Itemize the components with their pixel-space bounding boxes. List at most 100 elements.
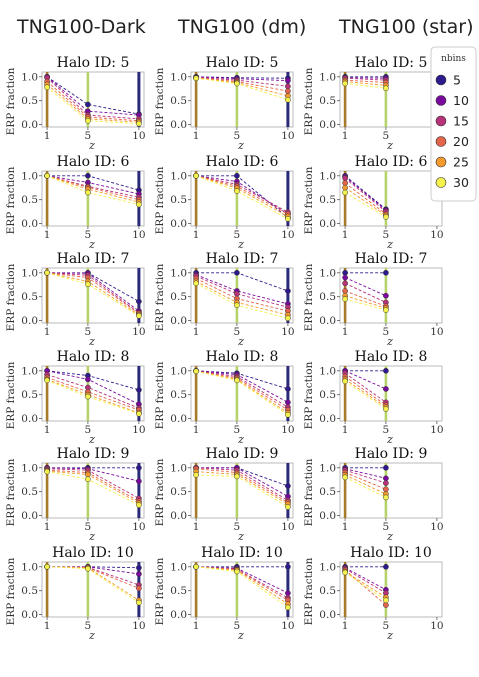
data-point-nbins-30 xyxy=(342,80,348,87)
series-line-nbins-25 xyxy=(344,571,387,598)
data-point-nbins-30 xyxy=(85,565,91,572)
x-tick-label: 1 xyxy=(342,620,349,632)
data-point-nbins-5 xyxy=(383,464,389,471)
x-tick-label: 10 xyxy=(132,130,145,142)
series-line-nbins-15 xyxy=(344,282,387,303)
y-axis-label: ERP fraction xyxy=(303,361,315,429)
y-tick-label: 0.0 xyxy=(319,119,336,131)
series-line-nbins-25 xyxy=(46,378,140,414)
series-line-nbins-25 xyxy=(195,175,289,217)
panel-title: Halo ID: 10 xyxy=(350,545,432,561)
data-point-nbins-30 xyxy=(136,502,142,508)
y-tick-label: 0.5 xyxy=(21,291,38,303)
y-tick-label: 1.0 xyxy=(21,365,38,377)
axes-frame xyxy=(339,462,443,519)
data-point-nbins-30 xyxy=(383,85,389,92)
series-line-nbins-15 xyxy=(344,469,387,484)
series-line-nbins-10 xyxy=(47,467,140,482)
column-title-dm: TNG100 (dm) xyxy=(178,16,307,38)
x-axis-label: z xyxy=(386,433,393,446)
y-tick-label: 1.0 xyxy=(319,71,336,83)
y-tick-label: 1.0 xyxy=(21,561,38,573)
x-axis-label: z xyxy=(237,335,244,348)
data-point-nbins-30 xyxy=(342,189,348,196)
x-tick-label: 5 xyxy=(234,130,241,142)
x-tick-label: 10 xyxy=(132,326,145,338)
series-line-nbins-5 xyxy=(344,175,387,210)
data-point-nbins-15 xyxy=(234,290,240,297)
x-axis-label: z xyxy=(88,530,95,543)
y-axis-label: ERP fraction xyxy=(5,458,17,526)
data-point-nbins-30 xyxy=(193,472,199,478)
x-axis-label: z xyxy=(386,139,393,152)
x-tick-label: 5 xyxy=(383,521,390,533)
y-tick-label: 1.0 xyxy=(21,170,38,182)
y-axis-label: ERP fraction xyxy=(154,67,166,135)
y-axis-label: ERP fraction xyxy=(154,557,166,625)
series-line-nbins-10 xyxy=(344,277,387,297)
y-tick-label: 0.0 xyxy=(170,413,187,425)
y-tick-label: 0.0 xyxy=(21,218,38,230)
x-tick-label: 10 xyxy=(430,229,443,241)
data-point-nbins-30 xyxy=(285,315,291,322)
y-tick-label: 0.5 xyxy=(170,389,187,401)
series-line-nbins-10 xyxy=(46,76,139,116)
x-axis-label: z xyxy=(386,335,393,348)
data-point-nbins-5 xyxy=(85,172,91,179)
data-point-nbins-10 xyxy=(85,376,91,383)
y-tick-label: 0.0 xyxy=(319,218,336,230)
axes-frame xyxy=(41,561,145,618)
data-point-nbins-30 xyxy=(193,280,199,287)
x-axis-label: z xyxy=(88,238,95,251)
data-point-nbins-30 xyxy=(85,476,91,483)
panel-title: Halo ID: 9 xyxy=(57,446,130,462)
series-line-nbins-15 xyxy=(344,568,387,594)
data-point-nbins-30 xyxy=(234,568,240,575)
data-point-nbins-30 xyxy=(85,189,91,196)
x-tick-label: 10 xyxy=(430,620,443,632)
y-axis-label: ERP fraction xyxy=(154,263,166,331)
data-point-nbins-25 xyxy=(85,471,91,478)
series-line-nbins-15 xyxy=(196,467,289,501)
data-point-nbins-30 xyxy=(193,75,199,82)
axes-frame xyxy=(190,561,294,618)
legend-marker-nbins-5 xyxy=(435,74,447,86)
panel-title: Halo ID: 6 xyxy=(355,154,428,170)
panel-title: Halo ID: 7 xyxy=(206,251,279,267)
legend-label-nbins-5: 5 xyxy=(453,73,461,88)
x-tick-label: 1 xyxy=(342,521,349,533)
x-axis-label: z xyxy=(88,335,95,348)
legend-marker-nbins-15 xyxy=(435,115,447,127)
series-line-nbins-30 xyxy=(195,175,289,220)
x-tick-label: 5 xyxy=(383,229,390,241)
series-line-nbins-30 xyxy=(47,566,140,604)
x-tick-label: 1 xyxy=(193,521,200,533)
y-axis-label: ERP fraction xyxy=(303,166,315,234)
y-axis-label: ERP fraction xyxy=(303,458,315,526)
data-point-nbins-30 xyxy=(285,96,291,103)
series-line-nbins-10 xyxy=(344,567,387,591)
data-point-nbins-5 xyxy=(136,298,142,305)
x-tick-label: 1 xyxy=(44,424,51,436)
series-line-nbins-20 xyxy=(344,472,387,490)
series-line-nbins-20 xyxy=(196,77,288,92)
y-axis-label: ERP fraction xyxy=(303,263,315,331)
series-line-nbins-20 xyxy=(47,566,140,589)
data-point-nbins-30 xyxy=(85,117,91,124)
data-point-nbins-30 xyxy=(234,188,240,194)
data-point-nbins-30 xyxy=(44,563,50,570)
data-point-nbins-30 xyxy=(383,307,389,313)
legend-label-nbins-10: 10 xyxy=(453,93,469,108)
series-line-nbins-30 xyxy=(46,175,140,205)
column-title-star: TNG100 (star) xyxy=(339,16,474,38)
x-tick-label: 10 xyxy=(430,521,443,533)
y-tick-label: 0.5 xyxy=(319,486,336,498)
data-point-nbins-30 xyxy=(44,468,50,475)
series-line-nbins-25 xyxy=(344,295,387,309)
series-line-nbins-25 xyxy=(344,187,387,216)
series-line-nbins-30 xyxy=(196,77,289,101)
x-tick-label: 5 xyxy=(234,620,241,632)
series-line-nbins-25 xyxy=(345,81,386,86)
x-tick-label: 5 xyxy=(383,130,390,142)
